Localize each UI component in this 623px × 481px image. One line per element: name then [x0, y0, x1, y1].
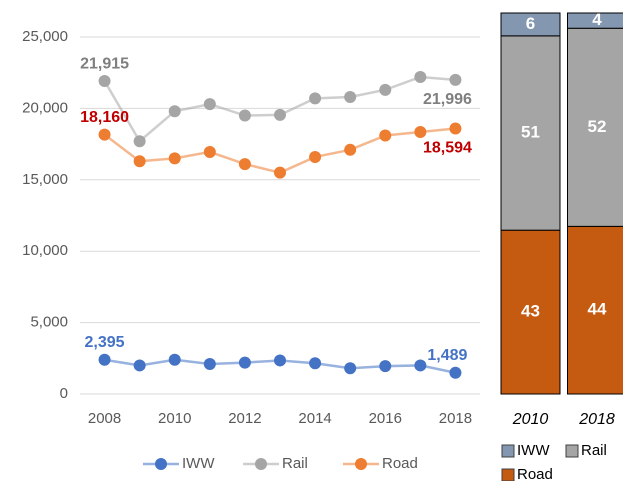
data-label: 18,594: [423, 140, 472, 157]
data-point: [274, 354, 286, 367]
data-point: [203, 98, 216, 111]
y-tick-label: 25,000: [22, 28, 68, 45]
series-line: [103, 127, 456, 174]
data-point: [449, 122, 462, 135]
data-point: [98, 128, 111, 141]
legend-label: Road: [517, 466, 553, 481]
bar-segment: [500, 229, 561, 395]
x-tick-label: 2018: [439, 410, 472, 427]
y-tick-label: 15,000: [22, 171, 68, 188]
y-tick-label: 10,000: [22, 242, 68, 259]
data-point: [344, 362, 357, 375]
legend-marker: [255, 458, 267, 470]
data-point: [238, 158, 251, 171]
data-point: [379, 129, 392, 142]
data-label: 2,395: [85, 334, 125, 351]
data-label: 21,996: [423, 91, 472, 108]
data-label: 1,489: [427, 347, 467, 364]
data-point: [309, 150, 322, 163]
legend-swatch: [565, 444, 579, 458]
data-point: [379, 83, 392, 96]
data-point: [414, 359, 427, 372]
legend-label: Rail: [581, 442, 607, 459]
data-point: [274, 108, 286, 121]
legend-swatch: [501, 468, 515, 481]
data-point: [133, 135, 146, 148]
legend-label: IWW: [182, 455, 215, 472]
data-label: 52: [588, 117, 607, 136]
data-label: 44: [588, 300, 607, 319]
legend-marker: [155, 458, 167, 470]
data-label: 21,915: [80, 55, 129, 72]
data-point: [168, 353, 181, 366]
x-tick-label: 2010: [512, 411, 549, 428]
data-point: [168, 105, 181, 118]
data-point: [238, 356, 251, 369]
data-point: [168, 152, 181, 165]
bar-segment: [567, 225, 623, 395]
legend-swatch: [501, 444, 515, 458]
data-label: 4: [592, 10, 602, 29]
data-point: [98, 75, 111, 88]
x-tick-label: 2014: [298, 410, 331, 427]
y-tick-label: 5,000: [30, 314, 68, 331]
data-point: [414, 125, 427, 138]
bar-segment: [567, 12, 623, 29]
bar-segment: [567, 27, 623, 227]
legend-label: IWW: [517, 442, 550, 459]
x-tick-label: 2008: [88, 410, 121, 427]
data-point: [414, 70, 427, 83]
data-label: 43: [521, 302, 540, 321]
data-label: 51: [521, 122, 540, 141]
data-label: 6: [526, 14, 535, 33]
legend-label: Road: [382, 455, 418, 472]
y-tick-label: 0: [60, 385, 68, 402]
x-tick-label: 2012: [228, 410, 261, 427]
x-tick-label: 2018: [578, 411, 615, 428]
data-point: [238, 109, 251, 122]
data-point: [344, 143, 357, 156]
legend-marker: [355, 458, 367, 470]
data-point: [98, 353, 111, 366]
y-tick-label: 20,000: [22, 99, 68, 116]
data-label: 18,160: [80, 109, 129, 126]
data-point: [344, 90, 357, 103]
legend-label: Rail: [282, 455, 308, 472]
data-point: [203, 145, 216, 158]
data-point: [449, 366, 462, 379]
data-point: [309, 92, 322, 105]
data-point: [449, 73, 462, 86]
data-point: [274, 166, 286, 179]
data-point: [379, 360, 392, 373]
data-point: [133, 155, 146, 168]
data-point: [133, 359, 146, 372]
bar-segment: [500, 12, 561, 37]
data-point: [309, 357, 322, 370]
data-point: [203, 358, 216, 371]
x-tick-label: 2016: [369, 410, 402, 427]
x-tick-label: 2010: [158, 410, 191, 427]
bar-segment: [500, 35, 561, 231]
